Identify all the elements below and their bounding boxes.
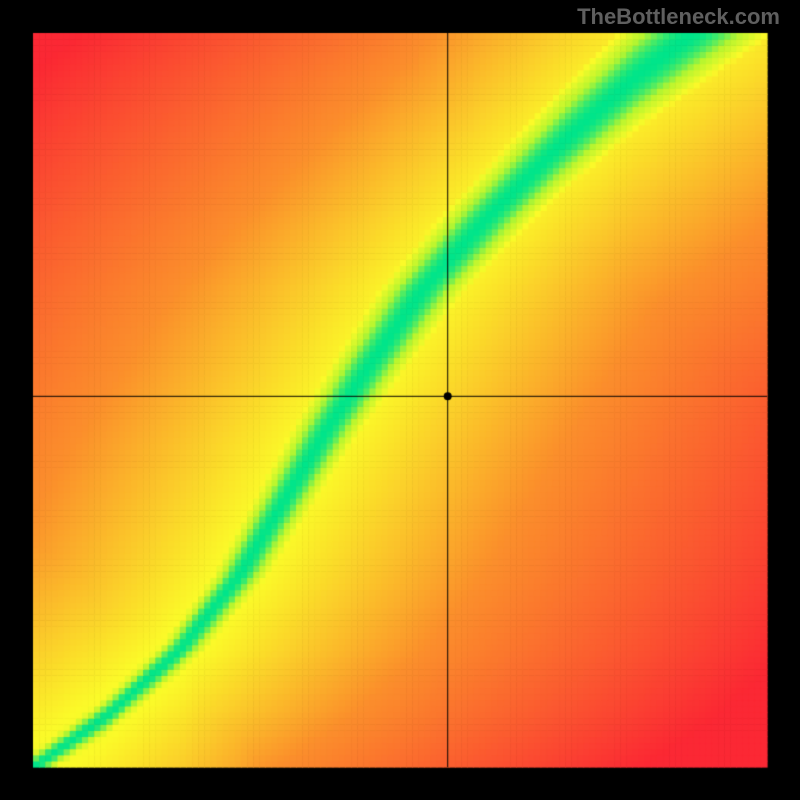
watermark-text: TheBottleneck.com (577, 4, 780, 30)
chart-container: TheBottleneck.com (0, 0, 800, 800)
heatmap-canvas (0, 0, 800, 800)
